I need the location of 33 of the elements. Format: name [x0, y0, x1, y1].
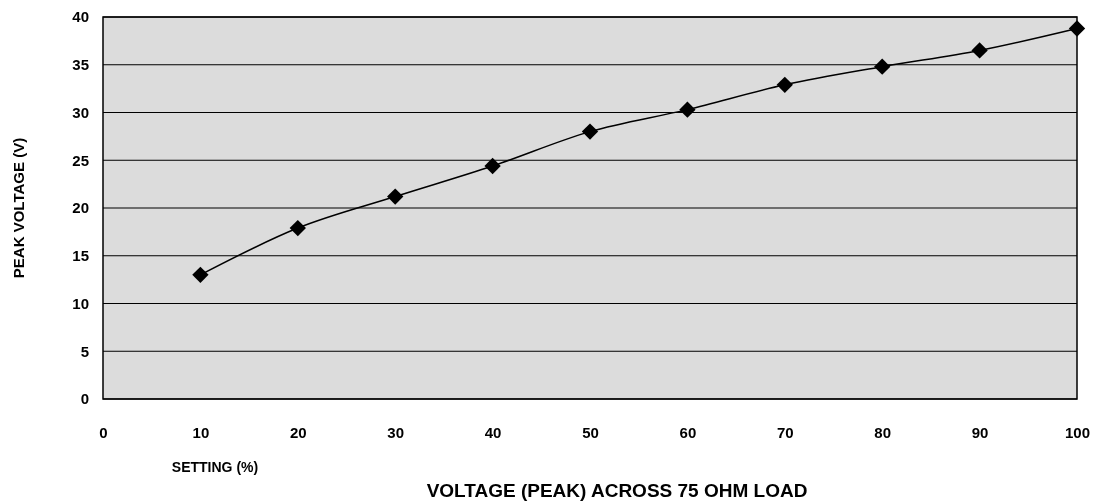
- x-tick-label: 90: [971, 423, 989, 441]
- point: [581, 123, 599, 140]
- point: [289, 219, 306, 237]
- x-tick-label: 20: [289, 423, 307, 441]
- y-tick-label: 35: [72, 56, 89, 74]
- x-tick-label: 80: [874, 423, 892, 441]
- y-tick-label: 5: [80, 342, 89, 360]
- y-tick-label: 15: [72, 247, 89, 265]
- point: [1068, 20, 1086, 37]
- x-axis-title: SETTING (%): [171, 459, 259, 475]
- y-tick-label: 20: [72, 199, 89, 217]
- point: [387, 188, 404, 205]
- point: [776, 76, 793, 93]
- y-tick-label: 25: [72, 151, 89, 169]
- point: [971, 42, 988, 59]
- x-tick-label: 30: [387, 423, 405, 441]
- x-tick-label: 40: [484, 423, 502, 441]
- y-tick-label: 30: [72, 103, 89, 121]
- text: VOLTAGE (PEAK) ACROSS 75 OHM LOAD: [426, 480, 808, 501]
- point: [192, 266, 209, 284]
- point: [484, 157, 501, 175]
- point: [874, 58, 891, 75]
- x-tick-label: 0: [99, 423, 108, 441]
- y-tick-label: 0: [80, 390, 89, 408]
- x-tick-label: 100: [1064, 423, 1091, 441]
- y-tick-label: 10: [72, 294, 89, 312]
- y-axis-title: PEAK VOLTAGE (V): [10, 137, 27, 279]
- x-tick-label: 10: [192, 423, 210, 441]
- x-tick-label: 60: [679, 423, 697, 441]
- y-tick-label: 40: [72, 8, 89, 26]
- x-tick-label: 70: [776, 423, 794, 441]
- x-tick-label: 50: [582, 423, 599, 441]
- point: [679, 101, 696, 118]
